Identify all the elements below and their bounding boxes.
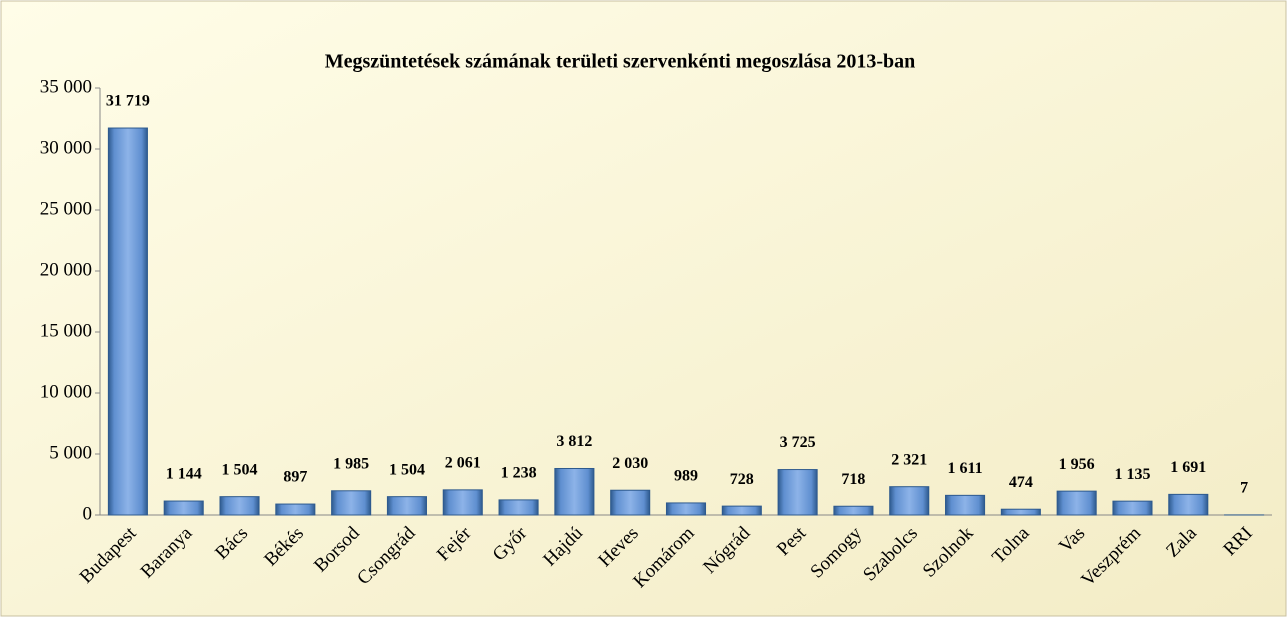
bar — [722, 506, 761, 515]
bar — [499, 500, 538, 515]
bar — [1001, 509, 1040, 515]
bar — [834, 506, 873, 515]
value-label: 1 144 — [166, 466, 202, 483]
value-label: 1 504 — [222, 461, 258, 478]
bar — [108, 128, 147, 515]
bar — [890, 487, 929, 515]
bar — [1113, 501, 1152, 515]
value-label: 2 321 — [891, 451, 927, 468]
value-label: 1 238 — [501, 465, 537, 482]
value-label: 7 — [1240, 480, 1248, 497]
chart-title: Megszüntetések számának területi szerven… — [325, 51, 915, 73]
bar — [611, 490, 650, 515]
value-label: 1 135 — [1114, 466, 1150, 483]
y-tick-label: 30 000 — [40, 137, 92, 158]
y-tick-label: 0 — [83, 503, 93, 524]
value-label: 1 691 — [1170, 459, 1206, 476]
value-label: 2 061 — [445, 455, 481, 472]
bar — [1169, 494, 1208, 515]
value-label: 3 725 — [780, 434, 816, 451]
value-label: 1 985 — [333, 455, 369, 472]
value-label: 1 611 — [947, 460, 982, 477]
y-tick-label: 20 000 — [40, 259, 92, 280]
y-tick-label: 25 000 — [40, 198, 92, 219]
y-tick-label: 10 000 — [40, 381, 92, 402]
bar — [666, 503, 705, 515]
value-label: 31 719 — [106, 93, 150, 110]
y-tick-label: 35 000 — [40, 76, 92, 97]
value-label: 989 — [674, 468, 698, 485]
y-tick-label: 15 000 — [40, 320, 92, 341]
value-label: 3 812 — [556, 433, 592, 450]
y-tick-label: 5 000 — [49, 442, 92, 463]
value-label: 1 956 — [1059, 456, 1095, 473]
bar — [332, 491, 371, 515]
value-label: 2 030 — [612, 455, 648, 472]
bar — [778, 470, 817, 515]
value-label: 728 — [730, 471, 754, 488]
bar — [164, 501, 203, 515]
bar — [220, 497, 259, 515]
bar — [946, 495, 985, 515]
bar — [443, 490, 482, 515]
bar — [555, 468, 594, 515]
bar — [387, 497, 426, 515]
value-label: 474 — [1009, 474, 1033, 491]
value-label: 1 504 — [389, 461, 425, 478]
bar — [1057, 491, 1096, 515]
value-label: 718 — [841, 471, 865, 488]
value-label: 897 — [283, 469, 307, 486]
bar — [276, 504, 315, 515]
